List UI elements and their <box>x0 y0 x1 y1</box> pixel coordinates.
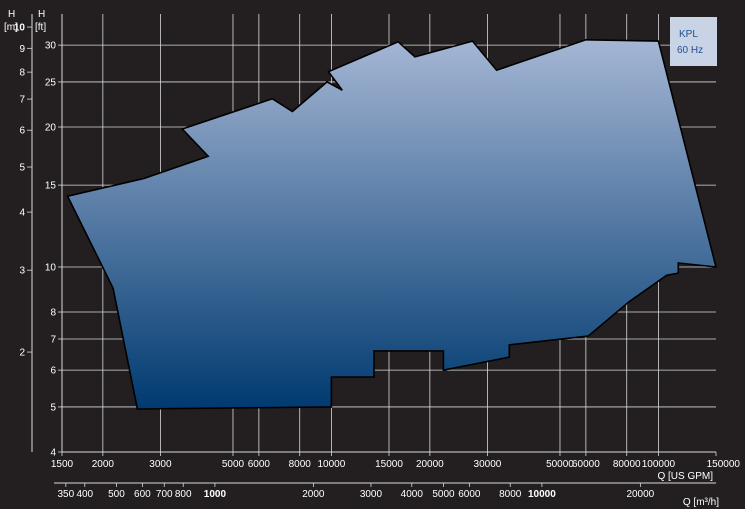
y-m-tick-label-3: 3 <box>19 266 25 277</box>
x-tick-label-5000: 5000 <box>222 459 245 470</box>
y-m-tick-label-8: 8 <box>19 68 25 79</box>
axes <box>27 14 717 487</box>
x-tick-label-60000: 60000 <box>572 459 600 470</box>
y-ft-tick-label-6: 6 <box>50 366 56 377</box>
legend-frequency: 60 Hz <box>677 45 703 56</box>
y-ft-tick-label-30: 30 <box>45 41 57 52</box>
x2-tick-label-10000: 10000 <box>528 489 556 500</box>
x2-tick-label-3000: 3000 <box>360 489 383 500</box>
y-axis-m-title-unit: [m] <box>4 22 18 33</box>
x-axis-title: Q [US GPM] <box>657 471 713 482</box>
y-ft-tick-label-8: 8 <box>50 308 56 319</box>
x-tick-label-10000: 10000 <box>318 459 346 470</box>
x2-tick-label-2000: 2000 <box>302 489 325 500</box>
x2-tick-label-500: 500 <box>108 489 125 500</box>
y-ft-tick-label-25: 25 <box>45 77 57 88</box>
x-tick-label-100000: 100000 <box>642 459 676 470</box>
x2-tick-label-5000: 5000 <box>432 489 455 500</box>
x2-tick-label-700: 700 <box>156 489 173 500</box>
y-axis-m-title-h: H <box>8 9 15 20</box>
x-tick-label-150000: 150000 <box>707 459 741 470</box>
x2-tick-label-6000: 6000 <box>458 489 481 500</box>
x-tick-label-2000: 2000 <box>92 459 115 470</box>
x-tick-label-3000: 3000 <box>149 459 172 470</box>
y-m-tick-label-7: 7 <box>19 95 25 106</box>
x-tick-label-80000: 80000 <box>613 459 641 470</box>
x-tick-label-50000: 50000 <box>546 459 574 470</box>
x-tick-label-20000: 20000 <box>416 459 444 470</box>
y-m-tick-label-4: 4 <box>19 208 25 219</box>
y-ft-tick-label-10: 10 <box>45 262 57 273</box>
y-axis-ft-title-h: H <box>38 9 45 20</box>
x-tick-label-1500: 1500 <box>51 459 74 470</box>
operating-range-region <box>66 38 718 410</box>
legend-series: KPL <box>679 29 698 40</box>
y-m-tick-label-9: 9 <box>19 44 25 55</box>
y-ft-tick-label-5: 5 <box>50 402 56 413</box>
legend: KPL 60 Hz <box>670 17 717 66</box>
y-axis-ft-title-unit: [ft] <box>35 22 46 33</box>
x2-tick-label-400: 400 <box>76 489 93 500</box>
x2-tick-label-8000: 8000 <box>499 489 522 500</box>
x-axis-secondary-title: Q [m³/h] <box>683 497 719 508</box>
x-tick-label-15000: 15000 <box>375 459 403 470</box>
y-ft-tick-label-15: 15 <box>45 181 57 192</box>
x2-tick-label-350: 350 <box>57 489 74 500</box>
y-m-tick-label-6: 6 <box>19 126 25 137</box>
y-m-tick-label-10: 10 <box>14 23 26 34</box>
x2-tick-label-1000: 1000 <box>204 489 227 500</box>
y-ft-tick-label-4: 4 <box>50 448 56 459</box>
y-ft-tick-label-7: 7 <box>50 334 56 345</box>
x2-tick-label-800: 800 <box>175 489 192 500</box>
tick-labels: 1500 2000 3000 5000 6000 8000 10000 15000 20000 3… <box>14 23 741 500</box>
legend-box <box>670 17 717 66</box>
x2-tick-label-600: 600 <box>134 489 151 500</box>
y-m-tick-label-5: 5 <box>19 163 25 174</box>
x-tick-label-8000: 8000 <box>289 459 312 470</box>
x2-tick-label-20000: 20000 <box>626 489 654 500</box>
y-m-tick-label-2: 2 <box>19 348 25 359</box>
x-tick-label-30000: 30000 <box>474 459 502 470</box>
x2-tick-label-4000: 4000 <box>401 489 424 500</box>
x-tick-label-6000: 6000 <box>248 459 271 470</box>
y-ft-tick-label-20: 20 <box>45 123 57 134</box>
